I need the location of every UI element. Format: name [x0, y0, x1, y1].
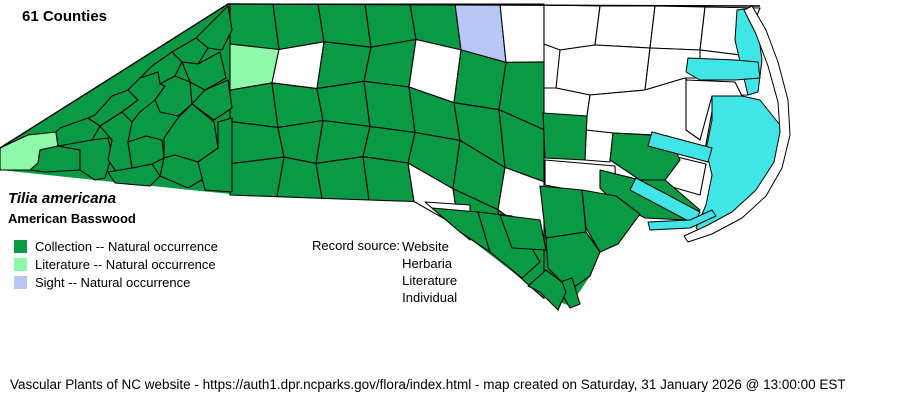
sound-water [647, 131, 713, 163]
county-polygon [363, 80, 416, 134]
nc-county-map [0, 3, 791, 311]
sound-water [685, 57, 761, 81]
footer-attribution: Vascular Plants of NC website - https://… [10, 377, 846, 392]
record-source-value: Individual [402, 290, 458, 305]
legend-item-sight: Sight -- Natural occurrence [14, 273, 218, 291]
record-source-value: Website [402, 239, 449, 254]
record-source: Record source: Website Herbaria Literatu… [312, 238, 457, 306]
legend-item-collection: Collection -- Natural occurrence [14, 237, 218, 255]
county-polygon [649, 5, 706, 51]
county-polygon [527, 269, 567, 311]
record-source-label: Record source: [312, 238, 401, 253]
county-polygon [229, 3, 280, 51]
county-polygon [181, 51, 227, 91]
record-source-value: Herbaria [402, 256, 453, 271]
record-source-values: Website Herbaria Literature Individual [402, 238, 457, 306]
county-polygon [139, 51, 183, 85]
common-name: American Basswood [8, 211, 136, 226]
legend-item-label: Collection -- Natural occurrence [35, 238, 218, 254]
county-polygon [229, 82, 279, 129]
nc-county-map-svg [0, 3, 791, 311]
county-polygon [555, 44, 651, 96]
literature-swatch [14, 257, 27, 271]
county-polygon [581, 189, 641, 253]
county-polygon [363, 38, 417, 88]
outer-banks [683, 5, 791, 243]
county-polygon [195, 5, 233, 51]
county-polygon [594, 5, 656, 49]
county-polygon [584, 129, 614, 163]
county-polygon [271, 82, 324, 129]
county-polygon [542, 112, 588, 161]
county-count-label: 61 Counties [22, 8, 108, 25]
county-polygon [276, 156, 323, 199]
county-polygon [317, 3, 372, 48]
county-polygon [543, 4, 601, 51]
sight-swatch [14, 275, 27, 289]
county-polygon [271, 41, 325, 90]
sound-water [647, 209, 717, 231]
state-outline [0, 3, 761, 149]
county-polygon [197, 117, 233, 193]
map-legend: Collection -- Natural occurrence Literat… [14, 237, 218, 291]
legend-item-literature: Literature -- Natural occurrence [14, 255, 218, 273]
legend-item-label: Literature -- Natural occurrence [35, 256, 216, 272]
county-polygon [171, 37, 209, 65]
county-polygon [191, 79, 233, 121]
county-polygon [315, 156, 370, 201]
county-polygon [545, 231, 601, 291]
county-polygon [539, 185, 587, 239]
county-polygon [316, 80, 371, 128]
record-source-value: Literature [402, 273, 458, 288]
county-polygon [57, 137, 113, 181]
county-polygon [362, 156, 415, 203]
county-polygon [229, 156, 285, 198]
county-polygon [499, 3, 545, 63]
legend-item-label: Sight -- Natural occurrence [35, 274, 191, 290]
county-polygon [229, 120, 285, 165]
county-polygon [499, 214, 547, 251]
collection-swatch [14, 239, 27, 253]
scientific-name: Tilia americana [8, 190, 117, 207]
